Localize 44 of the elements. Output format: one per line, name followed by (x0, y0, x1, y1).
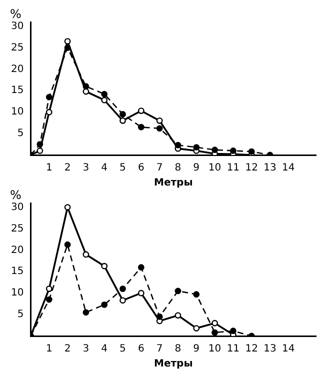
y-tick-label: 10 (10, 106, 24, 118)
x-tick-label: 3 (82, 344, 90, 355)
x-tick-label: 11 (226, 344, 240, 355)
x-tick-label: 12 (245, 344, 258, 355)
x-tick-label: 8 (174, 162, 182, 174)
x-axis-title: Метры (154, 358, 193, 370)
x-tick-label: 13 (264, 162, 276, 174)
y-tick-label: 10 (10, 288, 24, 299)
x-tick-label: 12 (245, 162, 258, 174)
x-tick-label: 14 (282, 344, 295, 355)
x-tick-label: 2 (64, 162, 71, 174)
y-tick-label: 20 (10, 244, 24, 256)
y-axis-title: % (10, 188, 22, 202)
x-tick-label: 13 (264, 344, 276, 355)
y-tick-label: 30 (10, 202, 24, 213)
x-tick-label: 9 (193, 162, 200, 174)
x-tick-label: 7 (156, 162, 163, 174)
y-tick-label: 30 (10, 20, 24, 32)
x-axis-title: Метры (154, 178, 193, 189)
x-tick-label: 4 (101, 344, 108, 355)
y-tick-label: 15 (10, 266, 24, 278)
x-tick-label: 10 (208, 344, 222, 355)
x-tick-label: 5 (120, 162, 126, 174)
x-tick-label: 10 (208, 162, 222, 174)
x-tick-label: 11 (226, 162, 240, 174)
y-tick-label: 5 (17, 309, 24, 320)
x-tick-label: 4 (101, 162, 108, 174)
x-tick-label: 7 (156, 344, 163, 355)
x-tick-label: 6 (138, 162, 144, 174)
x-tick-label: 9 (193, 344, 200, 355)
y-tick-label: 25 (10, 223, 24, 234)
x-tick-label: 1 (46, 344, 52, 355)
y-axis-title: % (10, 7, 22, 22)
x-tick-label: 8 (174, 344, 182, 355)
x-tick-label: 5 (120, 344, 126, 355)
x-tick-label: 6 (138, 344, 144, 355)
y-tick-label: 5 (17, 128, 24, 140)
y-tick-label: 25 (10, 42, 24, 54)
y-tick-label: 15 (10, 85, 24, 96)
x-tick-label: 3 (82, 162, 90, 174)
y-tick-label: 20 (10, 64, 24, 75)
x-tick-label: 1 (46, 162, 52, 174)
x-tick-label: 14 (282, 162, 295, 174)
x-tick-label: 2 (64, 344, 71, 355)
